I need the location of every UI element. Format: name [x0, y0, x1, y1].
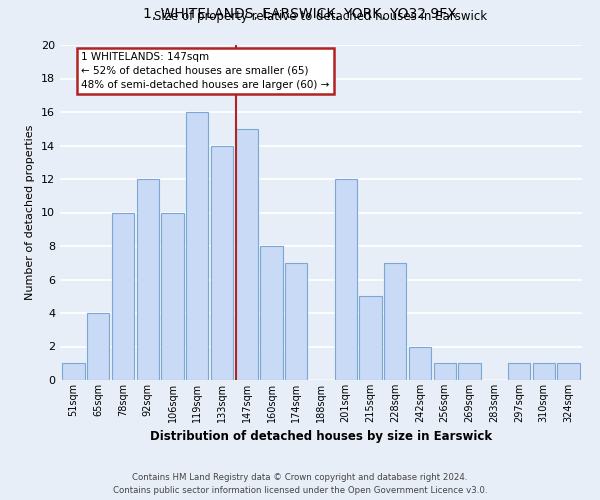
Bar	[508, 363, 530, 380]
Text: 1 WHITELANDS: 147sqm
← 52% of detached houses are smaller (65)
48% of semi-detac: 1 WHITELANDS: 147sqm ← 52% of detached h…	[81, 52, 329, 90]
Bar	[359, 296, 382, 380]
Bar	[211, 146, 233, 380]
Bar	[384, 263, 406, 380]
Bar	[161, 212, 184, 380]
Bar	[434, 363, 456, 380]
Bar	[335, 179, 357, 380]
Bar	[62, 363, 85, 380]
Bar	[285, 263, 307, 380]
Text: Contains HM Land Registry data © Crown copyright and database right 2024.
Contai: Contains HM Land Registry data © Crown c…	[113, 474, 487, 495]
Bar	[137, 179, 159, 380]
Bar	[557, 363, 580, 380]
Bar	[533, 363, 555, 380]
Bar	[87, 313, 109, 380]
Bar	[260, 246, 283, 380]
Bar	[186, 112, 208, 380]
Bar	[236, 128, 258, 380]
Title: Size of property relative to detached houses in Earswick: Size of property relative to detached ho…	[154, 10, 488, 23]
X-axis label: Distribution of detached houses by size in Earswick: Distribution of detached houses by size …	[150, 430, 492, 444]
Bar	[112, 212, 134, 380]
Text: 1, WHITELANDS, EARSWICK, YORK, YO32 9FX: 1, WHITELANDS, EARSWICK, YORK, YO32 9FX	[143, 8, 457, 22]
Bar	[458, 363, 481, 380]
Bar	[409, 346, 431, 380]
Y-axis label: Number of detached properties: Number of detached properties	[25, 125, 35, 300]
